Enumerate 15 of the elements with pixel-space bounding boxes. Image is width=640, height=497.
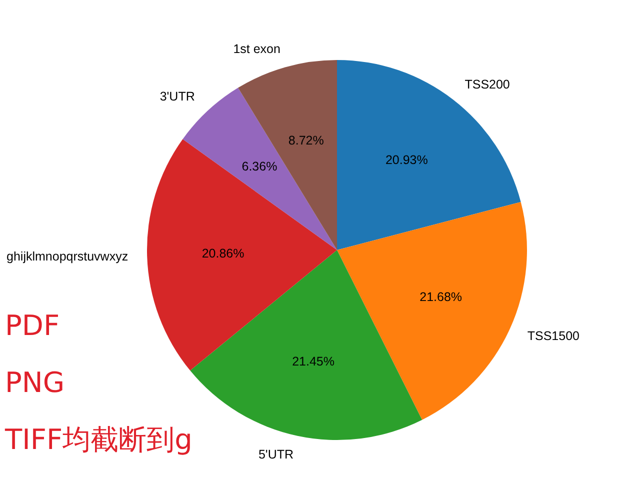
data-label: 6.36% [242, 159, 278, 174]
slice-label: TSS1500 [527, 329, 580, 344]
data-label: 20.86% [202, 246, 244, 261]
text: TIFF均截断到g [4, 423, 192, 456]
text: PDF [5, 309, 60, 342]
slice-label: TSS200 [464, 78, 510, 92]
data-label: 21.45% [292, 354, 334, 369]
slice-label: 5'UTR [258, 447, 294, 462]
data-label: 21.68% [420, 290, 462, 304]
slice-label: 1st exon [233, 42, 280, 56]
text: PNG [5, 366, 65, 399]
slice-label: ghijklmnopqrstuvwxyz [6, 250, 128, 264]
data-label: 8.72% [288, 133, 324, 148]
slice-label: 3'UTR [160, 90, 195, 104]
data-label: 20.93% [385, 152, 428, 167]
